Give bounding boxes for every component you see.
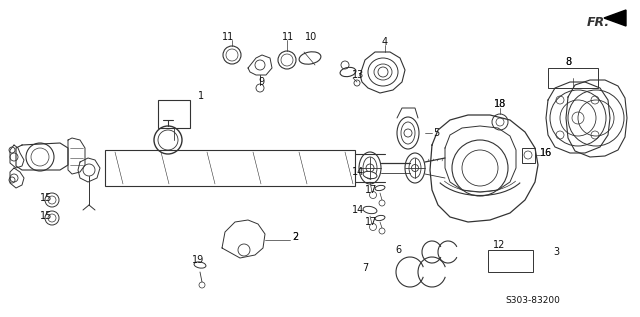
Text: 17: 17 (365, 217, 378, 227)
Text: 16: 16 (540, 148, 552, 158)
Text: 18: 18 (494, 99, 506, 109)
Text: 13: 13 (352, 70, 364, 80)
Text: 15: 15 (40, 193, 52, 203)
Ellipse shape (375, 185, 385, 191)
Text: 10: 10 (305, 32, 317, 42)
Ellipse shape (363, 206, 377, 214)
Text: 2: 2 (292, 232, 298, 242)
Bar (158, 100, 190, 128)
Text: 18: 18 (494, 99, 506, 109)
Text: 4: 4 (382, 37, 388, 47)
Text: 7: 7 (362, 263, 368, 273)
Ellipse shape (368, 58, 398, 86)
Text: 19: 19 (192, 255, 204, 265)
Text: 9: 9 (258, 77, 264, 87)
Text: 15: 15 (40, 211, 52, 221)
Bar (522, 148, 535, 163)
Ellipse shape (194, 262, 206, 268)
Text: 1: 1 (198, 91, 204, 101)
Text: 5: 5 (433, 128, 439, 138)
Text: 14: 14 (352, 205, 364, 215)
Text: 16: 16 (540, 148, 552, 158)
Polygon shape (105, 150, 355, 186)
Text: 3: 3 (553, 247, 559, 257)
Text: 2: 2 (292, 232, 298, 242)
Bar (548, 68, 598, 88)
Text: 8: 8 (565, 57, 571, 67)
Bar (488, 250, 533, 272)
Ellipse shape (299, 52, 321, 64)
Ellipse shape (340, 67, 356, 77)
Ellipse shape (363, 171, 377, 179)
Polygon shape (604, 10, 626, 26)
Text: S303-83200: S303-83200 (505, 296, 560, 305)
Ellipse shape (375, 215, 385, 221)
Text: 14: 14 (352, 167, 364, 177)
Text: 11: 11 (222, 32, 234, 42)
Text: FR.: FR. (587, 16, 610, 29)
Text: 12: 12 (493, 240, 506, 250)
Text: 6: 6 (395, 245, 401, 255)
Text: 17: 17 (365, 185, 378, 195)
Text: 8: 8 (565, 57, 571, 67)
Text: 11: 11 (282, 32, 294, 42)
